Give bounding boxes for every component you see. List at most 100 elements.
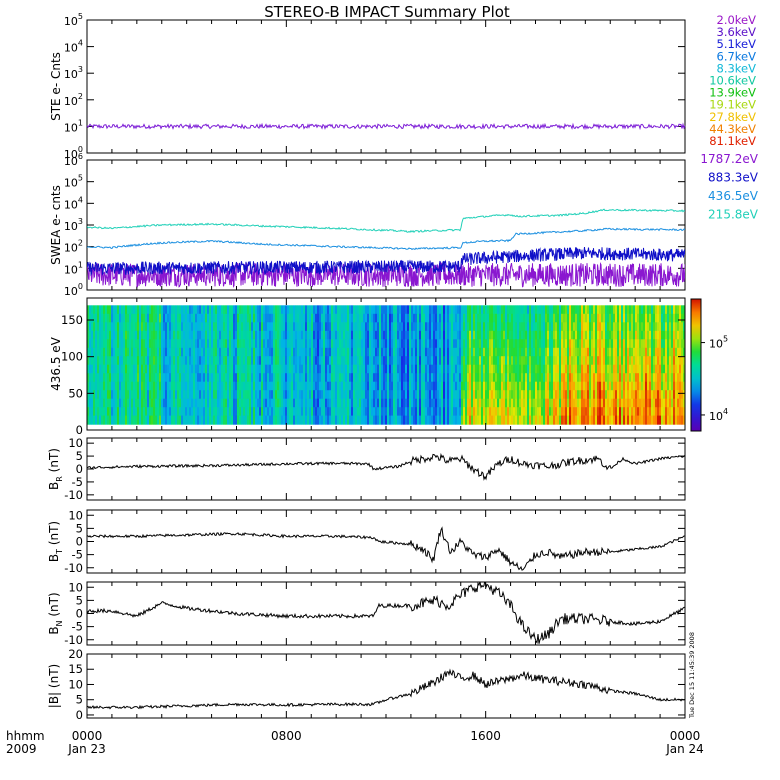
pad-cell <box>541 381 544 391</box>
pad-cell <box>221 407 224 417</box>
pad-cell <box>265 347 268 357</box>
pad-cell <box>507 356 510 366</box>
pad-cell <box>375 373 378 383</box>
pad-cell <box>373 330 376 340</box>
pad-cell <box>555 339 558 349</box>
pad-cell <box>611 390 614 400</box>
pad-cell <box>249 356 252 366</box>
pad-cell <box>385 364 388 374</box>
pad-cell <box>417 407 420 417</box>
pad-cell <box>405 339 408 349</box>
pad-cell <box>347 407 350 417</box>
pad-cell <box>559 305 562 315</box>
pad-cell <box>475 415 478 425</box>
pad-cell <box>463 339 466 349</box>
pad-cell <box>667 339 670 349</box>
pad-cell <box>613 390 616 400</box>
pad-cell <box>491 305 494 315</box>
pad-cell <box>197 381 200 391</box>
pad-cell <box>491 390 494 400</box>
pad-cell <box>141 330 144 340</box>
pad-cell <box>381 305 384 315</box>
pad-cell <box>123 373 126 383</box>
pad-cell <box>363 373 366 383</box>
pad-cell <box>161 339 164 349</box>
pad-cell <box>251 373 254 383</box>
ste-ytick-label: 103 <box>64 65 83 81</box>
pad-cell <box>259 373 262 383</box>
pad-cell <box>487 305 490 315</box>
pad-cell <box>127 313 130 323</box>
pad-cell <box>377 373 380 383</box>
pad-cell <box>235 347 238 357</box>
bn-ytick-label: 0 <box>76 607 83 621</box>
pad-cell <box>313 373 316 383</box>
pad-cell <box>265 339 268 349</box>
pad-cell <box>139 364 142 374</box>
pad-cell <box>317 356 320 366</box>
pad-cell <box>493 347 496 357</box>
pad-cell <box>521 313 524 323</box>
pad-cell <box>135 381 138 391</box>
pad-cell <box>629 339 632 349</box>
pad-cell <box>483 339 486 349</box>
pad-cell <box>127 415 130 425</box>
pad-cell <box>167 364 170 374</box>
pad-cell <box>91 407 94 417</box>
pad-cell <box>453 322 456 332</box>
pad-cell <box>171 347 174 357</box>
pad-cell <box>431 313 434 323</box>
pad-cell <box>647 330 650 340</box>
pad-cell <box>269 356 272 366</box>
pad-cell <box>573 364 576 374</box>
pad-cell <box>395 398 398 408</box>
pad-cell <box>665 339 668 349</box>
pad-cell <box>251 415 254 425</box>
pad-cell <box>107 373 110 383</box>
pad-cell <box>305 313 308 323</box>
pad-cell <box>447 364 450 374</box>
pad-cell <box>197 415 200 425</box>
pad-cell <box>363 322 366 332</box>
pad-cell <box>649 339 652 349</box>
pad-cell <box>349 305 352 315</box>
pad-cell <box>421 347 424 357</box>
pad-cell <box>111 339 114 349</box>
pad-cell <box>279 364 282 374</box>
pad-cell <box>649 415 652 425</box>
pad-cell <box>223 415 226 425</box>
pad-cell <box>389 347 392 357</box>
pad-cell <box>661 322 664 332</box>
pad-cell <box>307 347 310 357</box>
pad-cell <box>283 347 286 357</box>
pad-cell <box>101 356 104 366</box>
pad-cell <box>325 415 328 425</box>
pad-cell <box>165 313 168 323</box>
pad-cell <box>635 373 638 383</box>
pad-cell <box>577 322 580 332</box>
pad-cell <box>495 322 498 332</box>
swea-legend-entry: 883.3eV <box>708 171 759 185</box>
pad-cell <box>403 322 406 332</box>
pad-cell <box>383 364 386 374</box>
pad-cell <box>351 364 354 374</box>
pad-cell <box>471 407 474 417</box>
pad-cell <box>331 381 334 391</box>
pad-cell <box>415 339 418 349</box>
pad-cell <box>265 390 268 400</box>
pad-cell <box>129 407 132 417</box>
pad-cell <box>539 364 542 374</box>
pad-cell <box>555 305 558 315</box>
pad-cell <box>113 381 116 391</box>
pad-cell <box>527 364 530 374</box>
pad-cell <box>99 373 102 383</box>
pad-cell <box>551 364 554 374</box>
pad-cell <box>135 356 138 366</box>
pad-cell <box>183 330 186 340</box>
pad-cell <box>303 390 306 400</box>
pad-cell <box>607 381 610 391</box>
pad-cell <box>341 339 344 349</box>
pad-cell <box>217 313 220 323</box>
pad-cell <box>225 398 228 408</box>
pad-cell <box>593 381 596 391</box>
